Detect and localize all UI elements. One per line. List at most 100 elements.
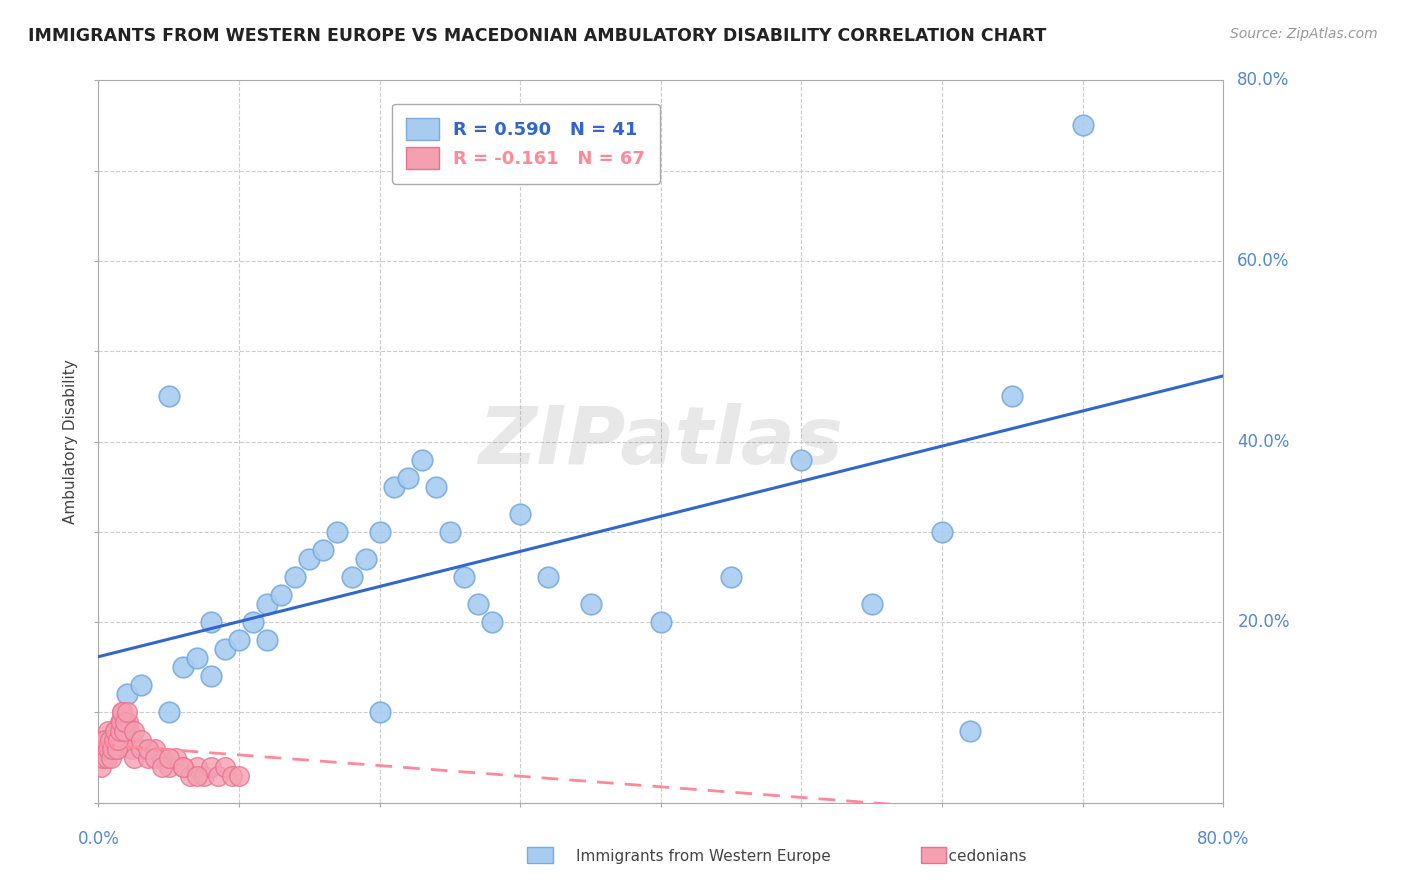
Y-axis label: Ambulatory Disability: Ambulatory Disability [63, 359, 79, 524]
Point [129, 732, 152, 747]
Point [110, 723, 132, 738]
Point [396, 471, 419, 485]
Point [143, 750, 166, 764]
Point [157, 706, 180, 720]
Point [186, 651, 208, 665]
Point [150, 750, 173, 764]
Point [186, 760, 208, 774]
Point [107, 732, 129, 747]
Point [256, 597, 278, 611]
Point [129, 741, 152, 756]
Point [186, 769, 208, 783]
Point [121, 741, 143, 756]
Point [284, 570, 307, 584]
Point [326, 524, 349, 539]
Point [90, 741, 112, 756]
Point [129, 678, 152, 692]
Point [200, 669, 222, 683]
Text: Source: ZipAtlas.com: Source: ZipAtlas.com [1230, 27, 1378, 41]
Point [179, 769, 201, 783]
Point [100, 750, 122, 764]
Point [136, 750, 159, 764]
Point [453, 570, 475, 584]
Text: 80.0%: 80.0% [1197, 830, 1250, 848]
Point [481, 615, 503, 630]
Point [143, 741, 166, 756]
Text: 0.0%: 0.0% [77, 830, 120, 848]
Point [256, 633, 278, 648]
Point [114, 723, 136, 738]
Point [110, 714, 132, 729]
Legend: R = 0.590   N = 41, R = -0.161   N = 67: R = 0.590 N = 41, R = -0.161 N = 67 [392, 103, 659, 184]
Point [214, 642, 236, 657]
Point [157, 760, 180, 774]
Point [172, 760, 194, 774]
Point [228, 769, 250, 783]
Point [115, 687, 138, 701]
Point [111, 706, 134, 720]
Point [368, 524, 391, 539]
Point [108, 723, 131, 738]
Text: IMMIGRANTS FROM WESTERN EUROPE VS MACEDONIAN AMBULATORY DISABILITY CORRELATION C: IMMIGRANTS FROM WESTERN EUROPE VS MACEDO… [28, 27, 1046, 45]
Point [467, 597, 489, 611]
Point [101, 741, 124, 756]
Text: 20.0%: 20.0% [1237, 613, 1289, 632]
Point [120, 732, 142, 747]
Point [150, 760, 173, 774]
Point [136, 741, 159, 756]
Point [354, 552, 377, 566]
Point [112, 723, 135, 738]
Point [117, 714, 139, 729]
Point [104, 723, 127, 738]
Point [111, 706, 134, 720]
Point [312, 542, 335, 557]
Point [112, 714, 135, 729]
Point [298, 552, 321, 566]
Point [207, 769, 229, 783]
Point [720, 570, 742, 584]
Point [193, 769, 215, 783]
Point [790, 452, 813, 467]
Point [97, 723, 120, 738]
Point [157, 389, 180, 403]
Point [228, 633, 250, 648]
Point [200, 760, 222, 774]
Point [650, 615, 672, 630]
Point [537, 570, 560, 584]
Point [425, 480, 447, 494]
Point [94, 732, 117, 747]
Point [91, 750, 114, 764]
Point [200, 615, 222, 630]
Point [93, 741, 115, 756]
Point [101, 741, 124, 756]
Point [340, 570, 363, 584]
Point [172, 760, 194, 774]
Point [1001, 389, 1024, 403]
Point [1071, 119, 1094, 133]
Point [97, 741, 120, 756]
Point [103, 732, 125, 747]
Point [122, 750, 145, 764]
Point [103, 732, 125, 747]
Point [96, 750, 118, 764]
Text: ZIPatlas: ZIPatlas [478, 402, 844, 481]
Point [96, 750, 118, 764]
Point [165, 750, 187, 764]
Point [108, 714, 131, 729]
Text: 60.0%: 60.0% [1237, 252, 1289, 270]
Point [98, 741, 121, 756]
Point [122, 723, 145, 738]
Point [221, 769, 243, 783]
Point [509, 507, 531, 521]
Point [157, 750, 180, 764]
Point [214, 760, 236, 774]
Text: 80.0%: 80.0% [1237, 71, 1289, 89]
Point [93, 732, 115, 747]
Point [242, 615, 264, 630]
Point [105, 741, 128, 756]
Point [115, 706, 138, 720]
Text: 40.0%: 40.0% [1237, 433, 1289, 450]
Point [382, 480, 405, 494]
Text: Immigrants from Western Europe: Immigrants from Western Europe [575, 849, 831, 863]
Point [114, 714, 136, 729]
